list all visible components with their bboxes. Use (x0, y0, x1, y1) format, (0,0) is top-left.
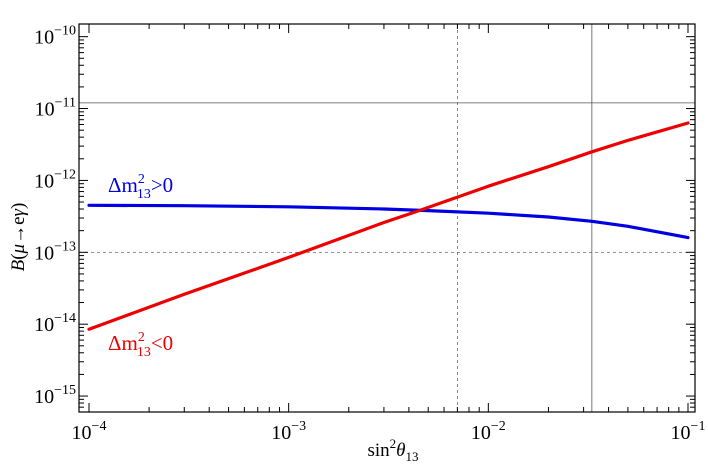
series-label-1: Δm2 13<0 (108, 330, 173, 360)
y-tick-label: 10−12 (34, 167, 76, 192)
x-tick-label: 10−4 (72, 419, 107, 444)
x-tick-label: 10−1 (671, 419, 706, 444)
series-label-0: Δm2 13>0 (108, 172, 173, 202)
y-tick-label: 10−15 (34, 383, 76, 408)
x-axis-title: sin2θ13 (367, 436, 418, 464)
y-axis-title: B(μ→eγ) (8, 203, 29, 272)
reference-lines (79, 24, 695, 412)
x-tick-label: 10−3 (271, 419, 306, 444)
x-tick-label: 10−2 (471, 419, 506, 444)
y-tick-label: 10−14 (34, 311, 76, 336)
y-tick-label: 10−10 (34, 24, 76, 49)
tick-labels: 10−4 10−3 10−2 10−1 10−15 10−14 10−13 10−12 10−1… (34, 24, 705, 444)
series-lines (87, 121, 690, 331)
y-tick-label: 10−11 (35, 96, 76, 121)
series-line-0 (87, 203, 690, 240)
y-tick-label: 10−13 (34, 239, 76, 264)
axis-ticks (79, 24, 695, 413)
series-line-1 (87, 121, 690, 331)
series-labels: Δm2 13>0 Δm2 13<0 (108, 172, 173, 360)
